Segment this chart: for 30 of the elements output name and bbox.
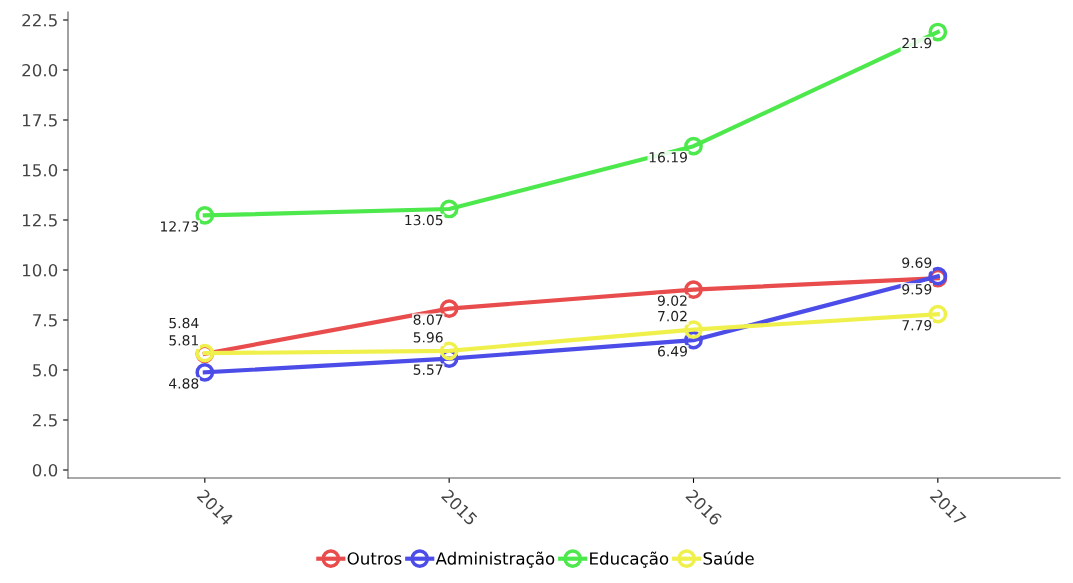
y-tick-label: 22.5 — [22, 13, 57, 27]
data-label: 5.81 — [169, 335, 198, 346]
legend-label: Outros — [347, 552, 402, 565]
y-tick-label: 15.0 — [23, 163, 58, 177]
data-label: 8.07 — [413, 314, 443, 325]
data-label: 7.79 — [902, 320, 932, 331]
data-label: 9.69 — [902, 257, 932, 268]
data-label: 9.59 — [902, 284, 932, 295]
y-tick-label: 12.5 — [23, 213, 57, 227]
data-label: 12.73 — [161, 221, 199, 232]
y-tick-label: 20.0 — [22, 63, 58, 77]
data-label: 5.84 — [169, 317, 199, 329]
legend-label: Administração — [435, 551, 555, 568]
y-tick-label: 0.0 — [32, 463, 58, 477]
data-label: 5.57 — [413, 364, 443, 375]
data-label: 9.02 — [657, 295, 687, 306]
data-label: 5.96 — [413, 332, 443, 343]
y-tick-label: 5.0 — [33, 363, 58, 377]
data-label: 16.19 — [649, 152, 687, 163]
legend-label: Saúde — [703, 551, 754, 565]
data-label: 21.9 — [902, 37, 932, 49]
data-label: 13.05 — [405, 214, 443, 226]
y-tick-label: 2.5 — [32, 413, 57, 427]
y-tick-label: 10.0 — [23, 263, 58, 277]
data-label: 4.88 — [169, 378, 199, 389]
legend-label: Educação — [590, 551, 669, 568]
y-tick-label: 17.5 — [23, 114, 57, 127]
y-tick-label: 7.5 — [33, 314, 57, 327]
data-label: 6.49 — [657, 346, 687, 357]
data-label: 7.02 — [658, 310, 687, 322]
